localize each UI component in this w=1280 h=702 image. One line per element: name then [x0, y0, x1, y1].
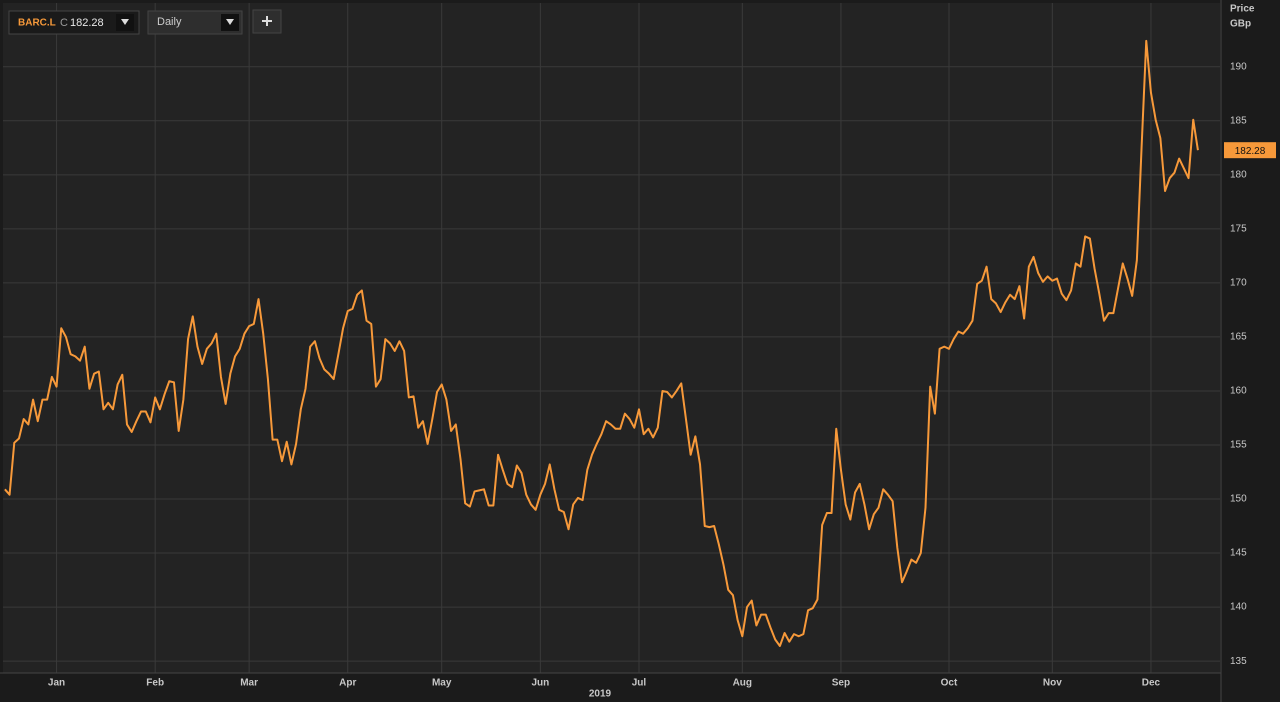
- y-tick-label: 175: [1230, 223, 1247, 234]
- y-tick-label: 190: [1230, 61, 1247, 72]
- price-line: [4, 39, 1199, 647]
- symbol-box[interactable]: [8, 10, 140, 35]
- y-tick-label: 140: [1230, 602, 1247, 613]
- plot-area: [3, 3, 1220, 673]
- x-tick-label: Sep: [832, 678, 850, 689]
- y-tick-label: 170: [1230, 278, 1247, 289]
- dropdown-arrow: [121, 19, 129, 25]
- x-tick-label: May: [432, 678, 452, 689]
- x-tick-label: Jun: [531, 678, 549, 689]
- interval: Daily: [157, 16, 182, 28]
- dropdown-arrow: [226, 19, 234, 25]
- y-axis-unit: GBp: [1230, 19, 1251, 30]
- x-tick-label: Aug: [733, 678, 752, 689]
- x-tick-label: Mar: [240, 678, 258, 689]
- close-value: 182.28: [70, 17, 104, 29]
- y-tick-label: 135: [1230, 656, 1247, 667]
- x-tick-label: Nov: [1043, 678, 1062, 689]
- x-tick-label: Apr: [339, 678, 356, 689]
- symbol: BARC.L: [18, 18, 56, 29]
- x-tick-label: Feb: [146, 678, 164, 689]
- add-icon: [262, 16, 272, 26]
- x-tick-label: Jan: [48, 678, 65, 689]
- y-tick-label: 145: [1230, 548, 1247, 559]
- close-prefix: C: [60, 17, 68, 29]
- y-tick-label: 180: [1230, 169, 1247, 180]
- x-tick-label: Dec: [1142, 678, 1161, 689]
- interval-box[interactable]: [147, 10, 243, 35]
- y-tick-label: 165: [1230, 332, 1247, 343]
- x-tick-label: Jul: [632, 678, 647, 689]
- grid: [3, 3, 1220, 673]
- x-axis-year: 2019: [589, 689, 612, 700]
- y-tick-label: 150: [1230, 494, 1247, 505]
- y-tick-label: 160: [1230, 386, 1247, 397]
- last-value-badge: [1224, 142, 1276, 159]
- x-tick-label: Oct: [941, 678, 958, 689]
- labels: 135 140 145 150 155 160 165 170 175 180 185 190 Jan F…: [48, 61, 1276, 689]
- y-axis-title: Price: [1230, 4, 1255, 15]
- last-value-label: 182.28: [1235, 146, 1266, 157]
- y-tick-label: 185: [1230, 115, 1247, 126]
- y-tick-label: 155: [1230, 440, 1247, 451]
- marks: [4, 39, 1199, 647]
